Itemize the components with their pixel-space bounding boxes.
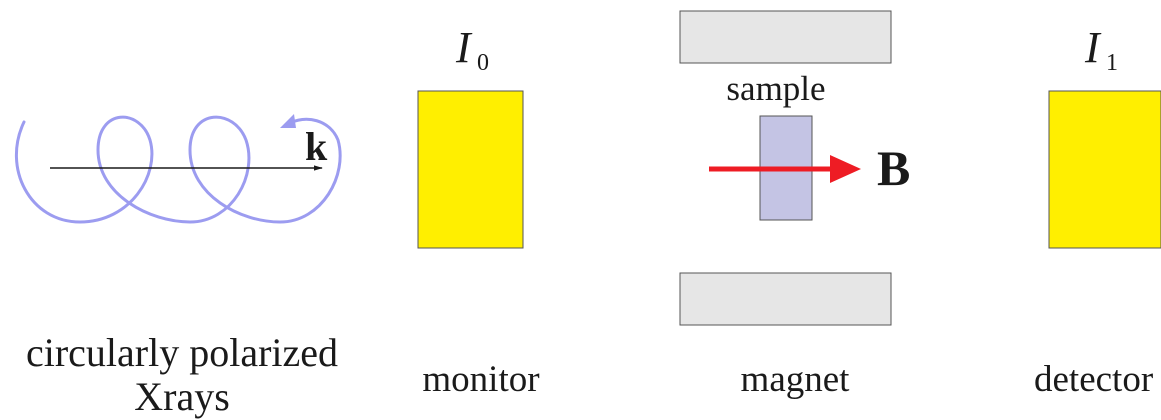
magnet-pole-bottom [679,272,892,326]
monitor-label: monitor [422,359,539,400]
detector-intensity-symbol: I [1084,23,1102,72]
magnet-label: magnet [741,359,851,400]
monitor-intensity-subscript: 0 [477,50,489,76]
detector-intensity-subscript: 1 [1106,50,1118,76]
magnet-pole-top [679,10,892,64]
wavevector-label: k [305,124,328,169]
helix-arrowhead-icon [280,114,296,128]
polarization-helix [14,114,342,224]
detector-label: detector [1034,359,1153,400]
field-label: B [877,140,910,196]
sample-label: sample [726,69,825,108]
field-arrow [709,155,861,183]
monitor-intensity-symbol: I [455,23,473,72]
detector-block [1048,90,1161,249]
field-arrowhead-icon [830,155,861,183]
monitor-block [417,90,524,249]
source-label-line1: circularly polarized [26,330,338,375]
source-label-line2: Xrays [134,374,230,419]
